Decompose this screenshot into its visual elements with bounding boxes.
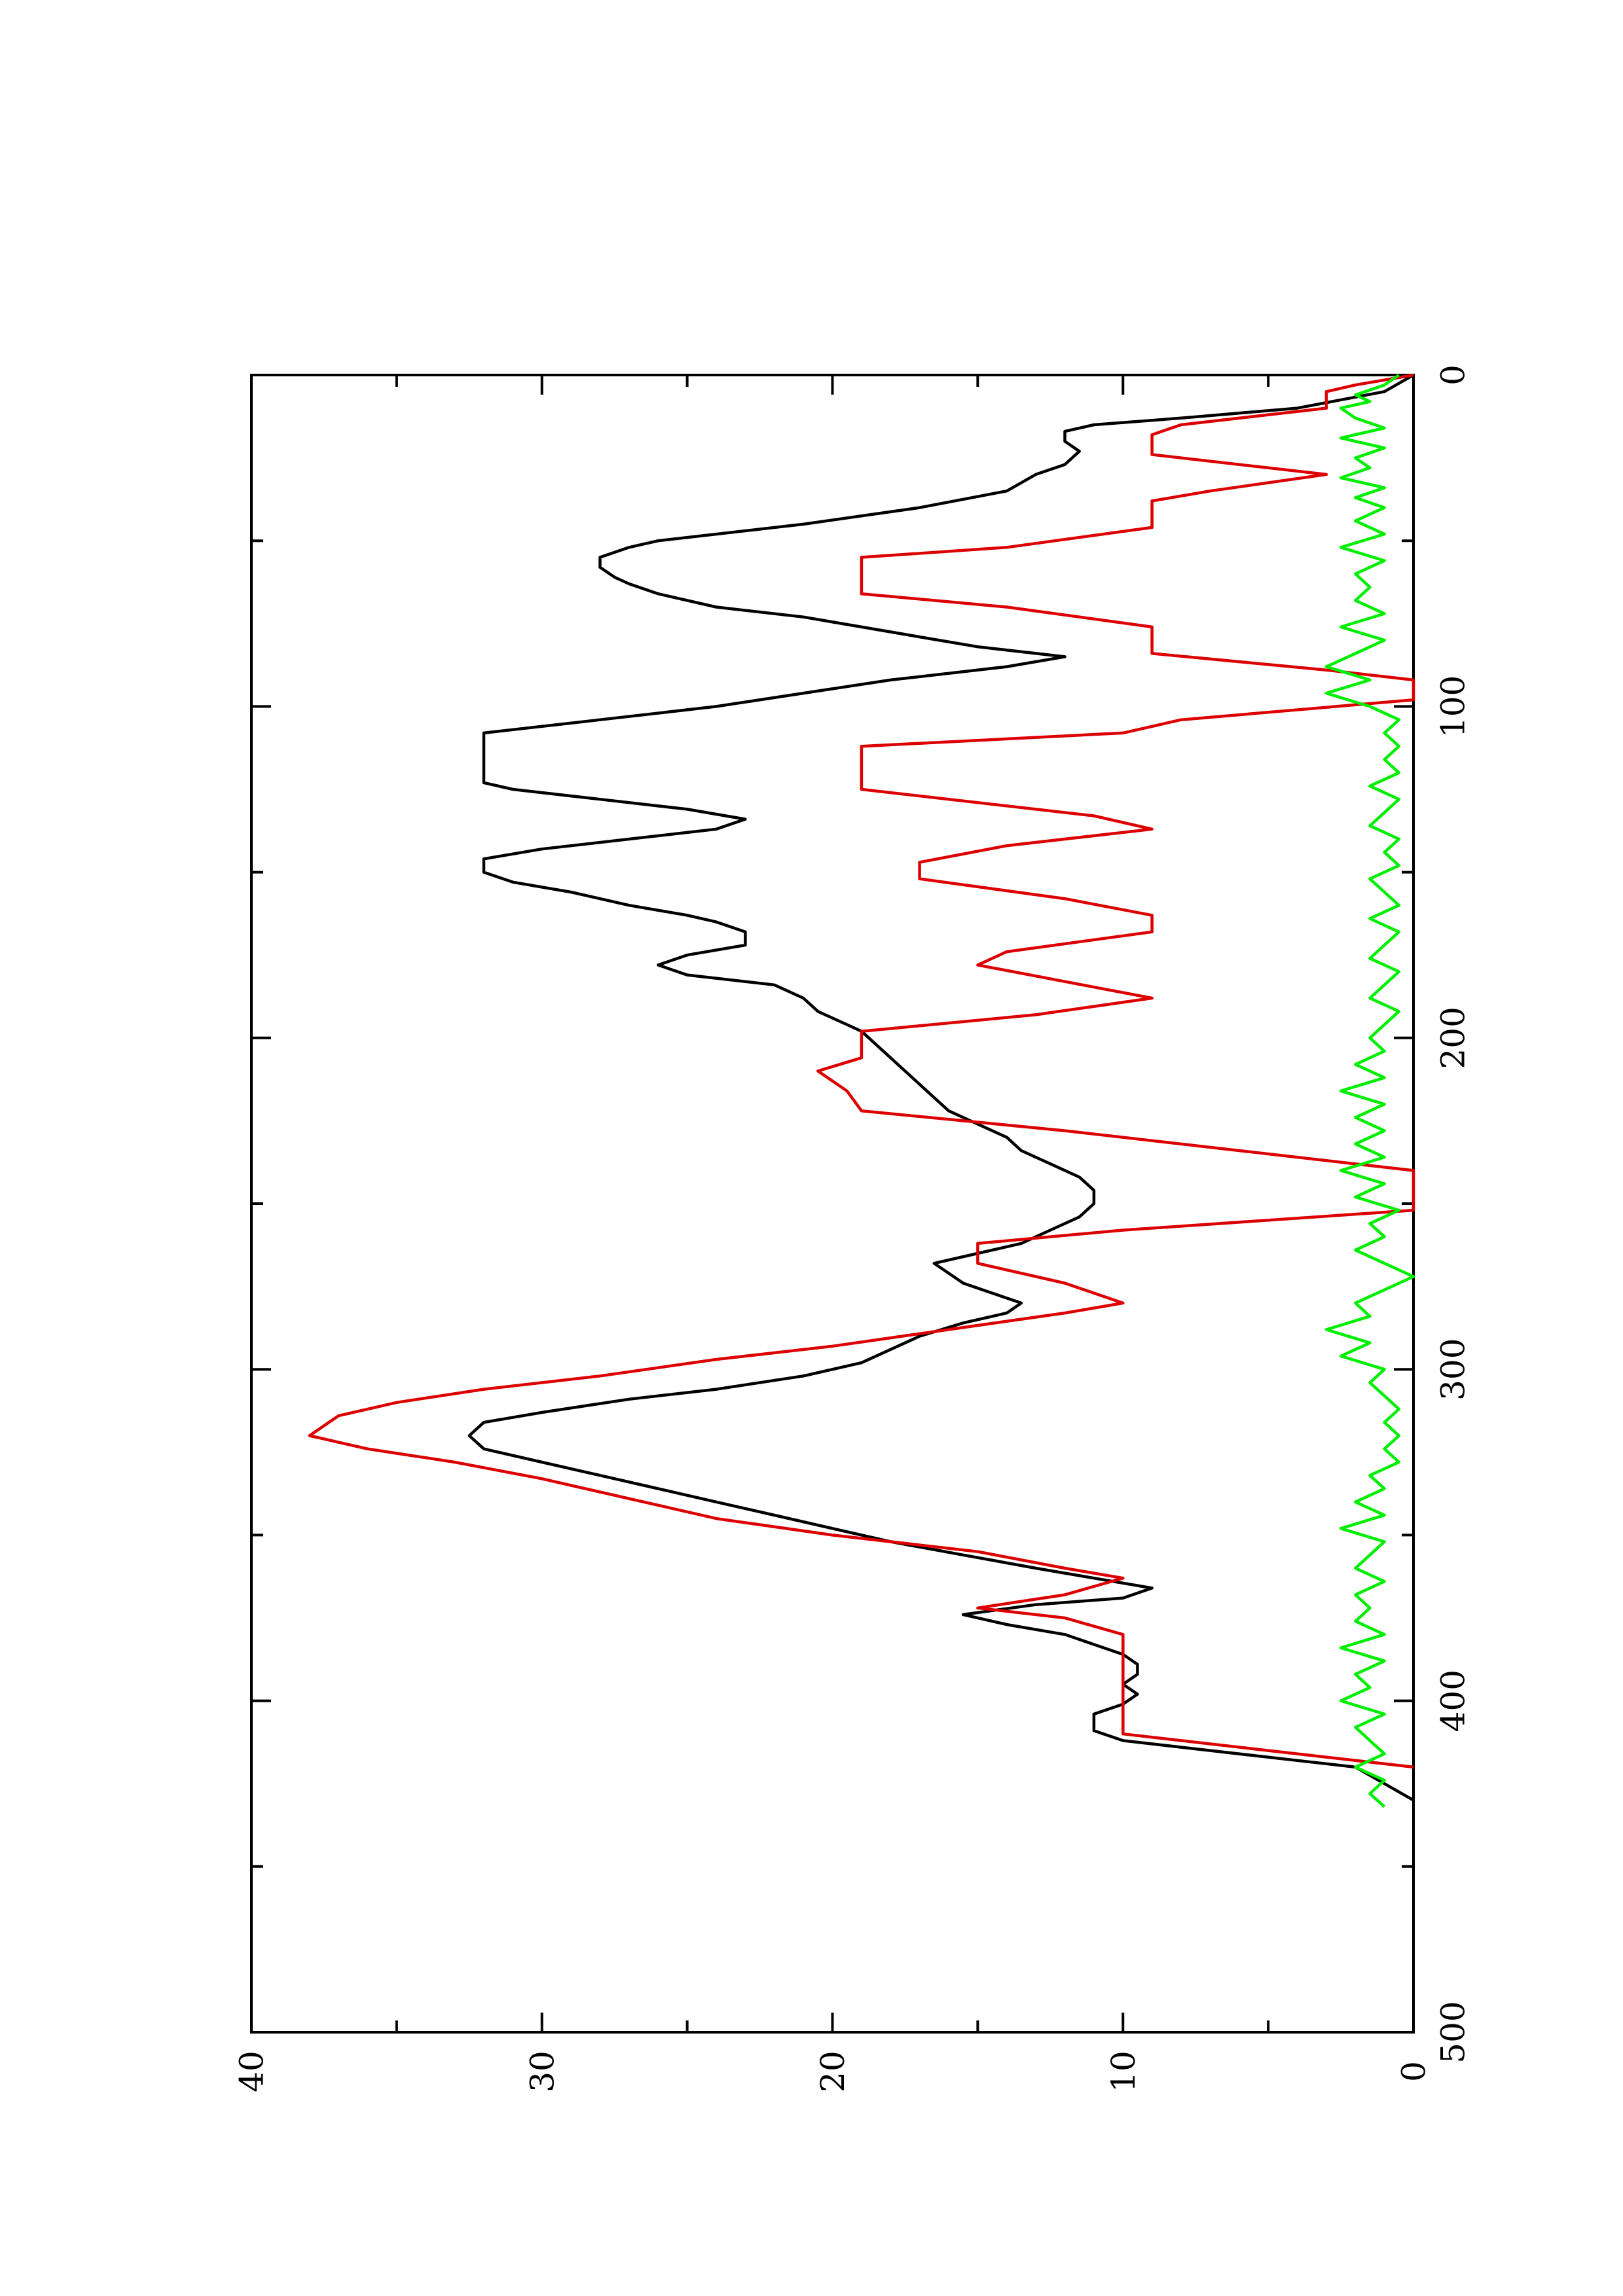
series-red-line bbox=[308, 373, 1415, 1769]
y-tick-label: 30 bbox=[523, 2051, 561, 2092]
x-tick-label: 100 bbox=[1434, 675, 1472, 738]
series-black-line bbox=[467, 374, 1415, 1802]
axis-ticks bbox=[250, 374, 1415, 2034]
y-tick-label: 0 bbox=[1395, 2061, 1433, 2082]
series-green-line bbox=[1324, 374, 1415, 1808]
x-tick-label: 500 bbox=[1434, 2001, 1472, 2063]
plot-frame bbox=[250, 374, 1415, 2034]
y-tick-label: 40 bbox=[233, 2051, 271, 2092]
x-tick-label: 300 bbox=[1434, 1338, 1472, 1400]
x-tick-label: 200 bbox=[1434, 1007, 1472, 1069]
y-tick-label: 20 bbox=[814, 2051, 852, 2092]
plot-frame-group bbox=[250, 374, 1415, 2034]
y-tick-label: 10 bbox=[1104, 2051, 1142, 2092]
x-tick-label: 400 bbox=[1434, 1670, 1472, 1732]
x-tick-label: 0 bbox=[1434, 365, 1472, 386]
series-layer bbox=[308, 373, 1415, 1808]
